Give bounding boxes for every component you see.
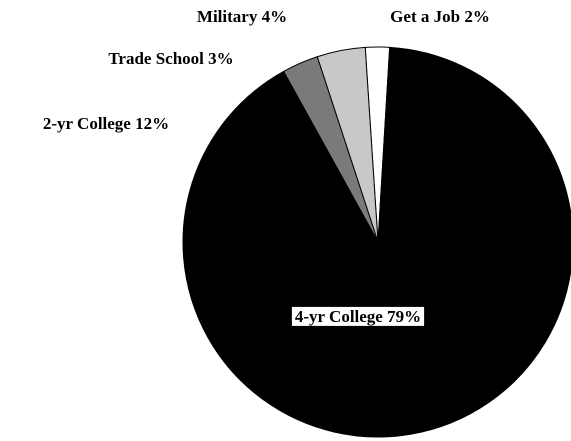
category-label: Military [197,7,258,26]
category-label: 2-yr College [43,114,131,133]
slice-label-text: 4-yr College 79% [295,307,421,326]
category-label: Get a Job [390,7,460,26]
slice-label: Get a Job 2% [390,7,490,26]
value-label: 3% [208,49,234,68]
pie-slice [182,46,571,438]
value-label: 79% [387,307,421,326]
slice-label-text: Get a Job 2% [390,7,490,26]
slice-label: Military 4% [197,7,287,26]
slice-label-text: Trade School 3% [108,49,233,68]
label-background [291,306,425,326]
slice-label-text: Military 4% [197,7,287,26]
slice-label-text: 2-yr College 12% [43,114,169,133]
slice-label: 4-yr College 79% [291,306,425,326]
category-label: Trade School [108,49,204,68]
slice-label: Trade School 3% [108,49,233,68]
value-label: 4% [262,7,288,26]
slice-label: 2-yr College 12% [43,114,169,133]
pie-slice [191,70,380,243]
value-label: 12% [135,114,169,133]
category-label: 4-yr College [295,307,383,326]
value-label: 2% [464,7,490,26]
